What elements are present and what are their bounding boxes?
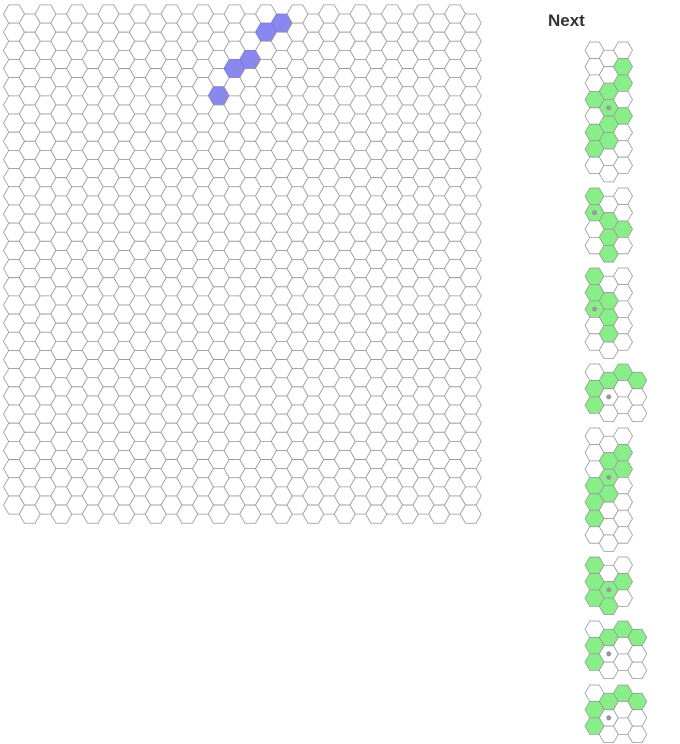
preview-empty-cell [613, 236, 633, 255]
next-piece-7 [584, 620, 648, 679]
next-piece-2 [584, 187, 633, 263]
pivot-dot [606, 714, 612, 720]
pivot-dot [606, 105, 612, 111]
next-piece-8 [584, 684, 648, 743]
pivot-dot [606, 474, 612, 480]
board-cell [459, 504, 482, 524]
next-piece-1 [584, 41, 633, 183]
pivot-dot [592, 210, 597, 216]
game-board[interactable] [0, 0, 482, 524]
pivot-dot [606, 651, 612, 657]
preview-empty-cell [627, 405, 648, 423]
next-piece-6 [584, 557, 633, 616]
pivot-dot [592, 306, 597, 312]
next-piece-4 [584, 364, 648, 423]
pivot-dot [606, 587, 612, 593]
next-piece-3 [584, 267, 633, 359]
pivot-dot [606, 394, 612, 400]
preview-empty-cell [613, 156, 633, 175]
preview-empty-cell [613, 526, 633, 544]
next-title: Next [548, 11, 585, 30]
preview-empty-cell [613, 333, 633, 351]
next-piece-5 [584, 427, 633, 552]
